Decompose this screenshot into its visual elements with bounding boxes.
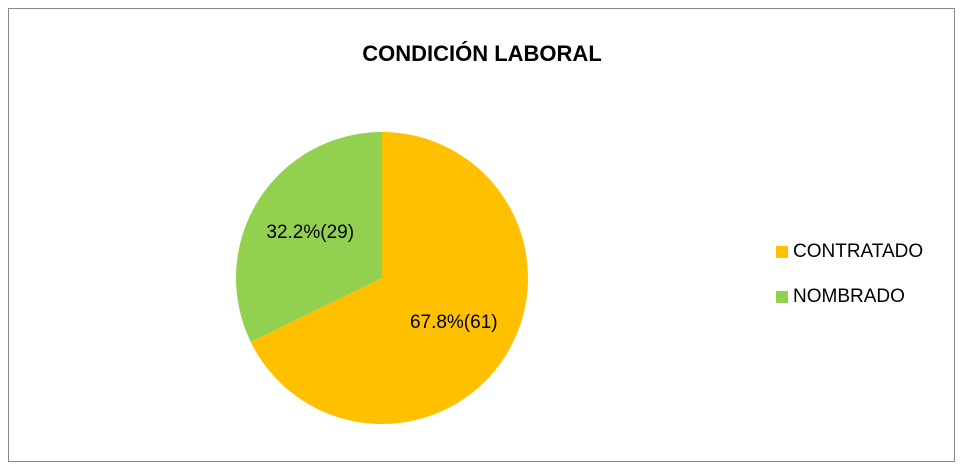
legend-label: CONTRATADO	[793, 241, 923, 262]
legend-label: NOMBRADO	[793, 286, 905, 307]
chart-title: CONDICIÓN LABORAL	[362, 41, 602, 66]
data-label: 32.2%(29)	[266, 222, 354, 243]
legend-swatch	[776, 291, 788, 303]
pie-slice	[235, 132, 382, 342]
legend-swatch	[776, 246, 788, 258]
pie-slice	[250, 132, 528, 424]
data-label: 67.8%(61)	[410, 312, 498, 333]
